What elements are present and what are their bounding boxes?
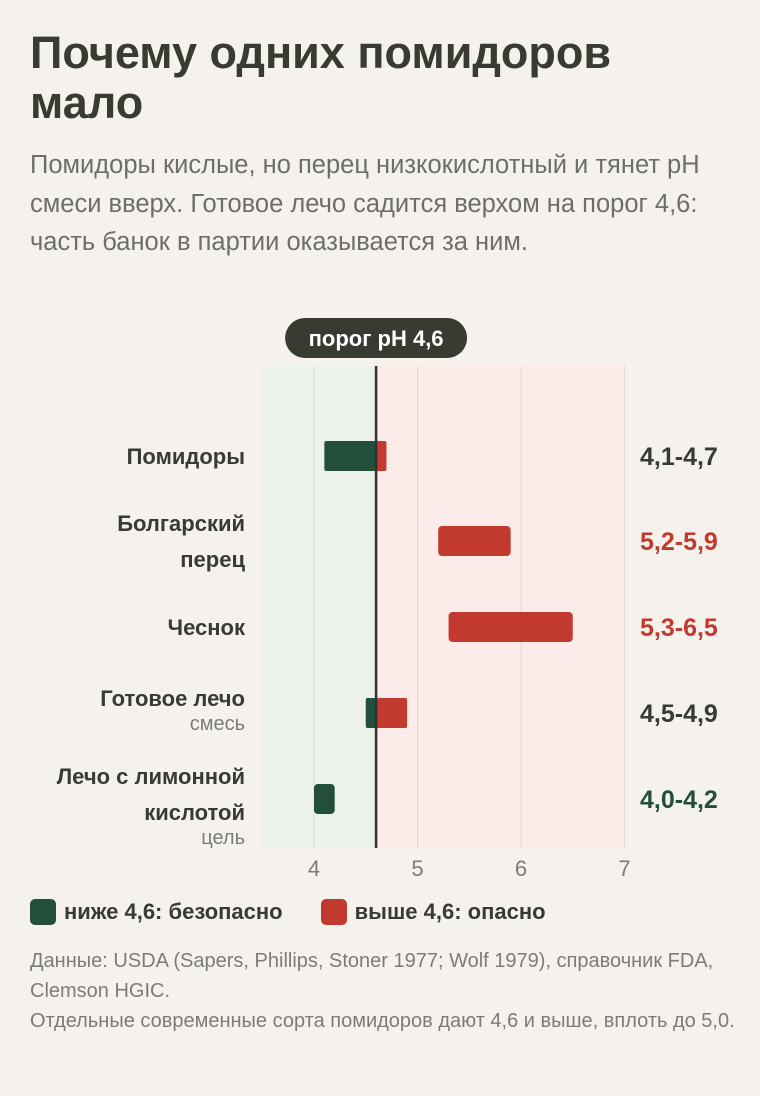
ph-range-chart: порог pH 4,6 Помидоры 4,1-4,7 Болгарский пер…	[57, 318, 718, 881]
legend: ниже 4,6: безопасно выше 4,6: опасно	[30, 897, 584, 927]
row-label-1-1: перец	[180, 547, 245, 572]
legend-safe: ниже 4,6: безопасно	[30, 899, 283, 925]
bar-safe-0	[324, 441, 377, 471]
row-label-2-0: Чеснок	[168, 615, 246, 640]
threshold-pill	[285, 318, 468, 358]
source-note: Данные: USDA (Sapers, Phillips, Stoner 1…	[30, 946, 740, 1036]
row-sublabel-3: смесь	[190, 713, 245, 735]
legend-safe-swatch	[30, 899, 56, 925]
range-label-3: 4,5-4,9	[640, 700, 718, 728]
bar-safe-3	[365, 698, 377, 728]
source-line-1: Данные: USDA (Sapers, Phillips, Stoner 1…	[30, 950, 714, 1002]
bar-danger-2	[448, 612, 573, 642]
source-line-2: Отдельные современные сорта помидоров да…	[30, 1010, 735, 1032]
safe-zone	[262, 366, 377, 848]
range-label-4: 4,0-4,2	[640, 786, 718, 814]
row-label-0-0: Помидоры	[127, 444, 245, 469]
legend-safe-label: ниже 4,6: безопасно	[64, 899, 283, 924]
threshold-label: порог pH 4,6	[309, 326, 444, 351]
range-label-1: 5,2-5,9	[640, 528, 718, 556]
x-tick-label-4: 4	[308, 856, 320, 881]
danger-zone	[376, 366, 627, 848]
legend-danger-label: выше 4,6: опасно	[354, 899, 546, 924]
range-label-2: 5,3-6,5	[640, 614, 718, 642]
row-sublabel-4: цель	[201, 827, 245, 849]
legend-danger: выше 4,6: опасно	[320, 899, 546, 925]
chart-title: Почему одних помидоров мало	[30, 27, 612, 128]
bar-danger-1	[438, 526, 511, 556]
range-label-0: 4,1-4,7	[640, 443, 718, 471]
bar-safe-4	[314, 784, 335, 814]
bar-danger-0	[376, 441, 387, 471]
x-tick-label-7: 7	[618, 856, 630, 881]
legend-danger-swatch	[320, 899, 347, 925]
row-label-4-0: Лечо с лимонной	[57, 764, 245, 789]
row-label-3-0: Готовое лечо	[100, 686, 245, 711]
row-label-1-0: Болгарский	[117, 511, 245, 536]
x-tick-label-6: 6	[515, 856, 527, 881]
row-label-4-1: кислотой	[144, 800, 245, 825]
x-tick-label-5: 5	[411, 856, 423, 881]
bar-danger-3	[376, 698, 408, 728]
chart-subtitle: Помидоры кислые, но перец низкокислотный…	[30, 151, 700, 256]
